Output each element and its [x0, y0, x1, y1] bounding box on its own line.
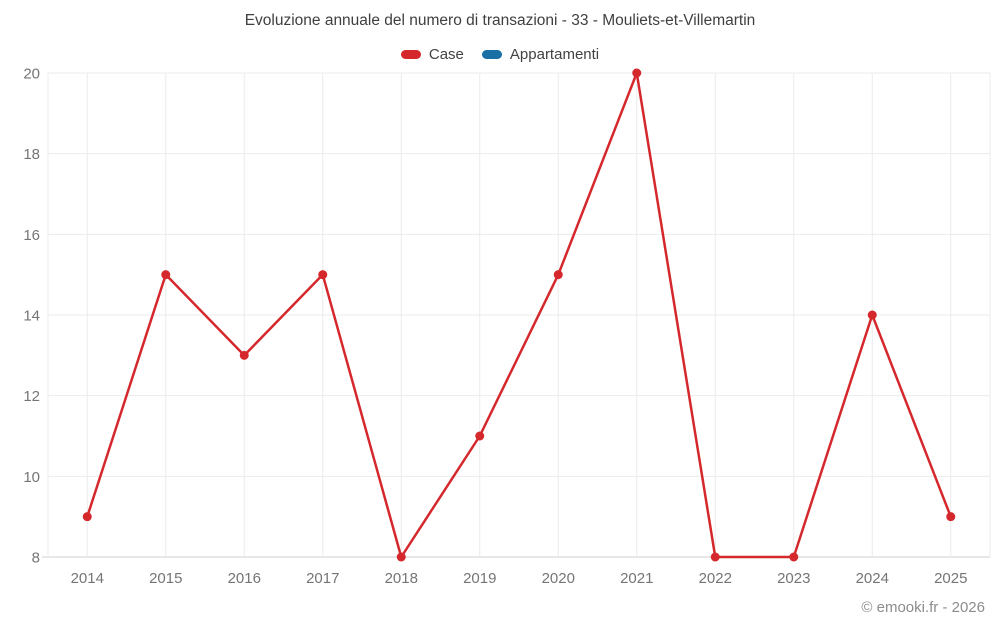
- y-tick-label: 20: [23, 66, 40, 83]
- x-tick-label: 2016: [228, 570, 261, 587]
- y-tick-label: 8: [32, 550, 40, 567]
- x-tick-label: 2025: [934, 570, 967, 587]
- data-point-case-2025[interactable]: [946, 512, 956, 522]
- legend-label-appartamenti: Appartamenti: [509, 46, 600, 63]
- x-tick-label: 2018: [385, 570, 418, 587]
- data-point-case-2016[interactable]: [239, 350, 249, 360]
- x-tick-label: 2023: [777, 570, 810, 587]
- y-tick-label: 18: [23, 146, 40, 163]
- legend-item-appartamenti[interactable]: Appartamenti: [481, 46, 600, 63]
- x-tick-label: 2021: [620, 570, 653, 587]
- data-point-case-2017[interactable]: [318, 270, 328, 280]
- data-point-case-2024[interactable]: [867, 310, 877, 320]
- copyright-footer: © emooki.fr - 2026: [861, 599, 985, 616]
- x-tick-label: 2020: [542, 570, 575, 587]
- y-tick-label: 10: [23, 469, 40, 486]
- legend: Case Appartamenti: [0, 46, 1000, 63]
- series-line-case: [86, 71, 952, 559]
- data-point-case-2015[interactable]: [161, 270, 171, 280]
- x-tick-label: 2017: [306, 570, 339, 587]
- data-point-case-2023[interactable]: [789, 552, 799, 562]
- y-tick-label: 16: [23, 227, 40, 244]
- data-point-case-2021[interactable]: [632, 68, 642, 78]
- legend-label-case: Case: [428, 46, 464, 63]
- x-tick-label: 2014: [71, 570, 104, 587]
- data-point-case-2020[interactable]: [553, 270, 563, 280]
- x-tick-label: 2024: [856, 570, 889, 587]
- x-tick-label: 2019: [463, 570, 496, 587]
- chart-title: Evoluzione annuale del numero di transaz…: [244, 12, 756, 29]
- x-tick-label: 2022: [699, 570, 732, 587]
- y-tick-label: 14: [23, 308, 40, 325]
- data-point-case-2022[interactable]: [710, 552, 720, 562]
- x-tick-label: 2015: [149, 570, 182, 587]
- data-point-case-2018[interactable]: [396, 552, 406, 562]
- data-point-case-2014[interactable]: [82, 512, 92, 522]
- legend-swatch-case: [400, 50, 421, 59]
- legend-swatch-appartamenti: [481, 50, 502, 59]
- legend-item-case[interactable]: Case: [400, 46, 464, 63]
- data-point-case-2019[interactable]: [475, 431, 485, 441]
- y-tick-label: 12: [23, 388, 40, 405]
